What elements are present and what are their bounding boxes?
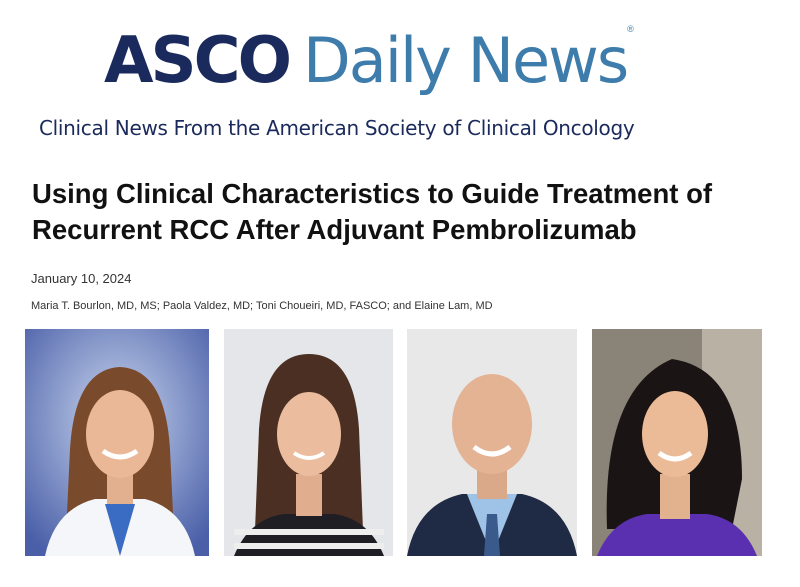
tagline: Clinical News From the American Society …: [39, 116, 635, 140]
author-photo-lam: [592, 329, 762, 556]
author-photo-valdez: [224, 329, 393, 556]
author-photo-bourlon: [25, 329, 209, 556]
article-date: January 10, 2024: [31, 271, 132, 286]
asco-daily-news-logo: ASCO Daily News ®: [104, 24, 634, 104]
article-authors: Maria T. Bourlon, MD, MS; Paola Valdez, …: [31, 300, 493, 312]
author-photo-choueiri: [407, 329, 577, 556]
article-title: Using Clinical Characteristics to Guide …: [32, 178, 713, 245]
logo-daily-news: Daily News: [303, 24, 629, 97]
logo-asco: ASCO: [104, 24, 292, 98]
registered-mark: ®: [627, 24, 634, 34]
